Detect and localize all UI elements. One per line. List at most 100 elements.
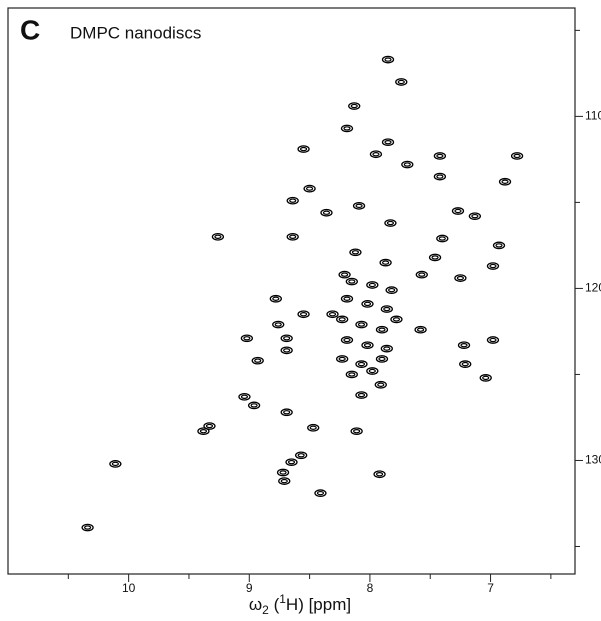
peak-contour [240,394,249,400]
peak-contour [489,263,497,269]
peak [211,232,225,241]
peak-contour [380,305,393,313]
peak [276,468,290,477]
peak-contour [468,212,482,221]
peak-contour [510,152,524,160]
peak [381,138,395,147]
peak [384,219,397,227]
peak-contour [482,375,490,381]
peak-contour [355,391,368,399]
peak [297,310,310,319]
peak [369,150,383,159]
peak-contour [299,146,308,152]
peak [401,160,414,169]
peak-contour [307,423,320,432]
peak-contour [214,234,222,240]
peak-contour [373,470,386,479]
peak-contour [357,322,366,327]
peak [385,286,398,294]
peak [373,470,386,479]
peak [109,460,122,468]
peak-contour [355,360,368,368]
peak-contour [279,470,287,475]
peak-contour [286,196,299,205]
peak [498,177,512,186]
peak [336,355,349,363]
peak-contour [336,355,349,363]
peak-contour [348,279,356,284]
peak-contour [479,374,492,382]
peak-contour [471,213,479,219]
peak-contour [501,179,509,184]
peak [240,334,254,343]
peak-contour [274,322,282,327]
peak-contour [285,458,298,467]
peak-contour [272,296,280,301]
peak [345,370,358,379]
peak-contour [343,126,351,131]
peak-contour [377,382,385,387]
peak-contour [340,294,354,303]
peak [479,374,492,382]
y-tick-label: 130 [585,453,601,467]
peak [285,458,298,467]
peak-contour [375,472,384,477]
peak-contour [320,208,333,217]
x-tick-label: 8 [367,581,374,595]
peak-contour [280,334,293,343]
peak-contour [203,422,216,430]
peak-contour [326,310,339,319]
peak-contour [250,403,258,408]
peak [280,346,293,355]
peak-contour [111,461,119,467]
peak-contour [280,346,293,355]
peak [203,422,216,430]
peak-contour [363,342,372,348]
peak [381,55,395,64]
peak-contour [454,208,462,214]
peak-contour [486,262,500,270]
peak [280,408,293,417]
peak [379,258,392,267]
peak [433,172,447,181]
peak-contour [416,327,425,332]
peak-contour [457,341,471,350]
peak [197,427,210,436]
peak-contour [403,162,411,167]
peak [428,253,442,262]
peak-contour [81,523,94,532]
peak-contour [392,317,401,322]
peak-contour [338,317,346,322]
peak-contour [340,272,349,277]
peak-contour [374,380,387,389]
peak [286,196,299,205]
x-label-part: 2 [262,603,269,617]
peak-contour [361,341,374,350]
peak [238,392,251,401]
peak-contour [353,429,361,434]
peak-contour [414,325,427,334]
peak-contour [205,423,214,429]
peak [307,423,320,432]
peak [366,367,379,375]
peak [320,208,333,217]
peak-contour [385,286,398,294]
peak [375,355,389,363]
peak-contour [345,370,358,379]
peak-contour [348,372,356,377]
peak-contour [197,427,210,436]
peak-contour [309,425,317,430]
peak-contour [303,184,316,193]
peak-contour [283,410,291,415]
peak-contour [289,234,297,240]
peak-contour [280,408,293,417]
peak-contour [286,232,299,241]
x-tick-label: 7 [487,581,494,595]
peak [340,294,354,303]
peak-contour [431,255,439,260]
peak [348,102,361,110]
peak-contour [384,57,392,62]
peak-contour [254,358,262,363]
peak-contour [456,275,464,281]
peak-contour [352,201,366,210]
